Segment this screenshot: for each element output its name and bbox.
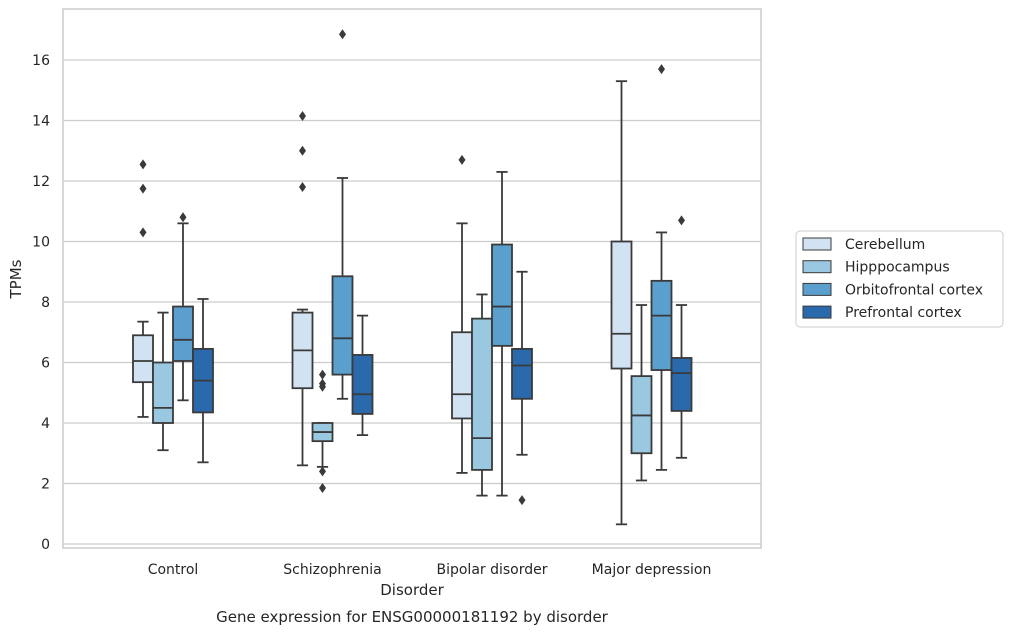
grid-lines xyxy=(63,59,761,545)
legend: Cerebellum Hipppocampus Orbitofrontal cort… xyxy=(795,230,1004,328)
y-tick-label: 6 xyxy=(41,356,50,372)
box xyxy=(132,334,154,384)
legend-swatch xyxy=(802,282,832,296)
legend-swatch xyxy=(802,305,832,319)
box-group xyxy=(451,154,473,474)
box-group xyxy=(511,270,533,506)
box xyxy=(331,275,354,376)
outlier-point xyxy=(139,227,147,238)
y-axis-title: TPMs xyxy=(7,259,25,299)
y-tick-label: 12 xyxy=(32,174,50,190)
outlier-point xyxy=(179,212,187,223)
box-group xyxy=(471,293,493,497)
outlier-point xyxy=(139,183,147,194)
box xyxy=(451,331,473,420)
outlier-point xyxy=(518,495,526,506)
legend-frame xyxy=(795,230,1004,328)
x-axis-ticks: Control Schizophrenia Bipolar disorder Majo… xyxy=(148,562,712,578)
chart-caption: Gene expression for ENSG00000181192 by d… xyxy=(216,608,609,626)
y-tick-label: 16 xyxy=(32,53,50,69)
outlier-point xyxy=(458,154,466,165)
box-group xyxy=(291,110,314,467)
box-group xyxy=(192,298,214,464)
box-group xyxy=(152,311,174,452)
outlier-point xyxy=(658,64,665,75)
y-tick-label: 8 xyxy=(41,295,50,311)
plot-frame xyxy=(62,8,762,549)
outlier-point xyxy=(299,145,306,156)
outlier-point xyxy=(319,369,326,380)
box xyxy=(670,357,693,412)
y-axis-ticks: 0 2 4 6 8 10 12 14 16 xyxy=(32,53,50,553)
legend-label: Prefrontal cortex xyxy=(845,305,962,321)
x-tick-label: Bipolar disorder xyxy=(436,562,547,578)
box xyxy=(610,240,633,370)
y-tick-label: 4 xyxy=(41,416,50,432)
outlier-point xyxy=(319,378,326,389)
outlier-point xyxy=(299,182,306,193)
boxes xyxy=(132,29,693,526)
y-tick-label: 14 xyxy=(32,114,50,130)
box xyxy=(152,361,174,424)
x-tick-label: Major depression xyxy=(592,562,712,578)
box xyxy=(351,354,374,415)
outlier-point xyxy=(319,466,326,477)
outlier-point xyxy=(678,215,685,226)
legend-label: Orbitofrontal cortex xyxy=(845,282,983,298)
box-group xyxy=(491,171,513,497)
outlier-point xyxy=(139,159,147,170)
box-group xyxy=(670,215,693,459)
box xyxy=(172,305,194,362)
box-group xyxy=(650,64,673,471)
legend-label: Cerebellum xyxy=(845,237,925,253)
box-group xyxy=(610,80,633,526)
box xyxy=(491,243,513,347)
x-tick-label: Control xyxy=(148,562,199,578)
x-tick-label: Schizophrenia xyxy=(283,562,381,578)
box-group xyxy=(132,159,154,418)
legend-swatch xyxy=(802,237,832,251)
y-tick-label: 2 xyxy=(41,477,50,493)
box-group xyxy=(630,304,653,482)
y-tick-label: 10 xyxy=(32,235,50,251)
box-group xyxy=(351,314,374,437)
legend-label: Hipppocampus xyxy=(845,260,950,276)
box xyxy=(471,317,493,471)
outlier-point xyxy=(299,110,306,121)
box xyxy=(511,347,533,400)
box-group xyxy=(331,29,354,400)
outlier-point xyxy=(339,29,346,40)
box-group xyxy=(172,212,194,402)
x-axis-title: Disorder xyxy=(380,581,444,599)
legend-swatch xyxy=(802,260,832,274)
box xyxy=(650,279,673,371)
y-tick-label: 0 xyxy=(41,537,50,553)
box-group xyxy=(311,369,334,494)
outlier-point xyxy=(319,483,326,494)
